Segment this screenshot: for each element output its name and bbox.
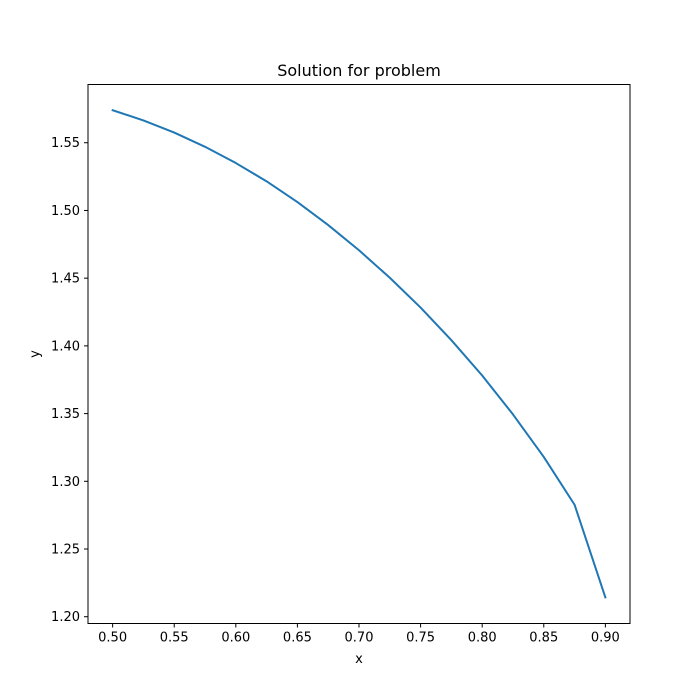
y-tick-label: 1.55 [51,136,80,151]
y-axis: 1.20 1.25 1.30 1.35 1.40 1.45 1.50 1.55 [51,136,88,625]
y-tick-label: 1.50 [51,204,80,219]
chart-title: Solution for problem [277,61,441,80]
x-tick-label: 0.80 [468,631,497,646]
x-axis: 0.50 0.55 0.60 0.65 0.70 0.75 0.80 0.85 0.90 [98,623,620,646]
x-tick-label: 0.60 [221,631,250,646]
series-line [111,108,607,599]
x-tick-label: 0.55 [160,631,189,646]
x-tick-label: 0.50 [98,631,127,646]
y-axis-label: y [28,350,43,358]
y-tick-label: 1.25 [51,543,80,558]
x-tick-label: 0.65 [283,631,312,646]
y-tick-label: 1.30 [51,475,80,490]
x-tick-label: 0.85 [529,631,558,646]
plot-area [87,84,631,624]
x-tick-label: 0.75 [406,631,435,646]
x-axis-label: x [355,652,363,667]
y-tick-label: 1.40 [51,339,80,354]
y-tick-label: 1.45 [51,272,80,287]
x-tick-label: 0.70 [345,631,374,646]
y-tick-label: 1.20 [51,610,80,625]
series-layer [111,108,607,599]
y-tick-label: 1.35 [51,407,80,422]
axes-frame [87,84,631,624]
x-tick-label: 0.90 [591,631,620,646]
